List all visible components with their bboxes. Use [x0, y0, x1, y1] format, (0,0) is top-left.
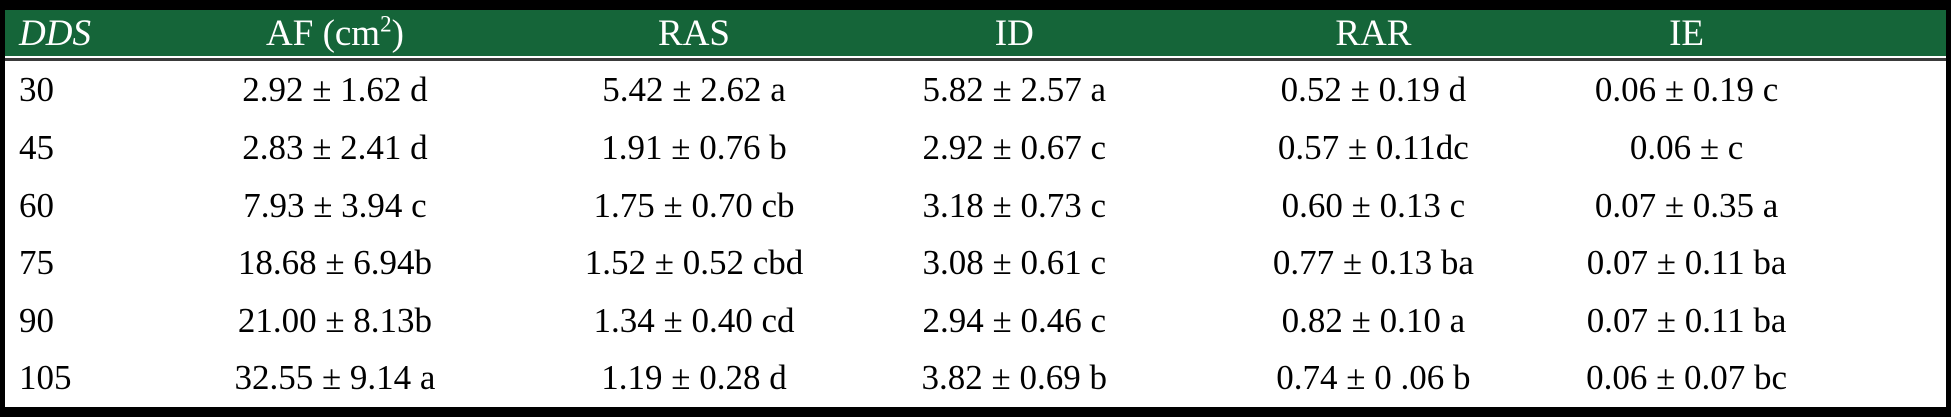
cell-af: 21.00 ± 8.13b	[237, 300, 433, 340]
cell-id: 2.94 ± 0.46 c	[922, 300, 1107, 340]
cell-dds: 90	[19, 300, 54, 340]
cell-ras: 1.91 ± 0.76 b	[601, 128, 787, 168]
cell-ie: 0.06 ± 0.07 bc	[1586, 358, 1788, 398]
cell-dds: 60	[19, 185, 54, 225]
cell-af: 18.68 ± 6.94b	[237, 243, 433, 283]
header-ras: RAS	[529, 10, 860, 58]
cell-rar: 0.57 ± 0.11dc	[1277, 128, 1469, 168]
cell-af: 2.83 ± 2.41 d	[242, 128, 428, 168]
cell-af: 7.93 ± 3.94 c	[243, 185, 427, 225]
cell-dds: 30	[5, 58, 141, 120]
header-af-superscript: 2	[380, 11, 392, 37]
cell-rar: 0.52 ± 0.19 d	[1169, 58, 1578, 120]
table-body: 30 2.92 ± 1.62 d 5.42 ± 2.62 a 5.82 ± 2.…	[5, 58, 1946, 407]
cell-id: 2.92 ± 0.67 c	[922, 128, 1107, 168]
cell-af: 2.92 ± 1.62 d	[140, 58, 530, 120]
cell-ras: 1.75 ± 0.70 cb	[593, 185, 795, 225]
header-id: ID	[859, 10, 1170, 58]
header-af-suffix: )	[391, 12, 404, 54]
cell-id: 3.18 ± 0.73 c	[922, 185, 1107, 225]
cell-ie: 0.06 ± c	[1629, 128, 1744, 168]
header-rar: RAR	[1169, 10, 1578, 58]
cell-dds: 105	[19, 358, 72, 398]
cell-id: 5.82 ± 2.57 a	[859, 58, 1170, 120]
cell-rar: 0.82 ± 0.10 a	[1281, 300, 1466, 340]
header-dds: DDS	[5, 10, 141, 58]
cell-af: 32.55 ± 9.14 a	[234, 358, 436, 398]
results-table: DDS AF (cm2) RAS ID RAR IE 30 2.92 ± 1.6…	[5, 10, 1946, 407]
table-row: 30 2.92 ± 1.62 d 5.42 ± 2.62 a 5.82 ± 2.…	[5, 58, 1946, 120]
cell-rar: 0.74 ± 0 .06 b	[1276, 358, 1471, 398]
cell-dds: 75	[19, 243, 54, 283]
cell-rar: 0.77 ± 0.13 ba	[1272, 243, 1474, 283]
table-row: 75 18.68 ± 6.94b 1.52 ± 0.52 cbd 3.08 ± …	[5, 235, 1946, 292]
table-row: 105 32.55 ± 9.14 a 1.19 ± 0.28 d 3.82 ± …	[5, 350, 1946, 408]
cell-ie: 0.06 ± 0.19 c	[1577, 58, 1946, 120]
header-ie: IE	[1577, 10, 1946, 58]
cell-ie: 0.07 ± 0.35 a	[1594, 185, 1779, 225]
cell-ras: 1.52 ± 0.52 cbd	[584, 243, 804, 283]
table-row: 45 2.83 ± 2.41 d 1.91 ± 0.76 b 2.92 ± 0.…	[5, 120, 1946, 177]
header-af-prefix: AF (cm	[266, 12, 381, 54]
cell-ie: 0.07 ± 0.11 ba	[1586, 243, 1787, 283]
cell-ras: 5.42 ± 2.62 a	[529, 58, 860, 120]
table-row: 90 21.00 ± 8.13b 1.34 ± 0.40 cd 2.94 ± 0…	[5, 292, 1946, 349]
header-row: DDS AF (cm2) RAS ID RAR IE	[5, 10, 1946, 58]
cell-id: 3.82 ± 0.69 b	[921, 358, 1108, 398]
header-af: AF (cm2)	[140, 10, 530, 58]
cell-ie: 0.07 ± 0.11 ba	[1586, 300, 1787, 340]
cell-ras: 1.19 ± 0.28 d	[601, 358, 787, 398]
table-row: 60 7.93 ± 3.94 c 1.75 ± 0.70 cb 3.18 ± 0…	[5, 177, 1946, 234]
cell-ras: 1.34 ± 0.40 cd	[593, 300, 795, 340]
cell-rar: 0.60 ± 0.13 c	[1281, 185, 1466, 225]
cell-id: 3.08 ± 0.61 c	[922, 243, 1107, 283]
cell-dds: 45	[19, 128, 54, 168]
